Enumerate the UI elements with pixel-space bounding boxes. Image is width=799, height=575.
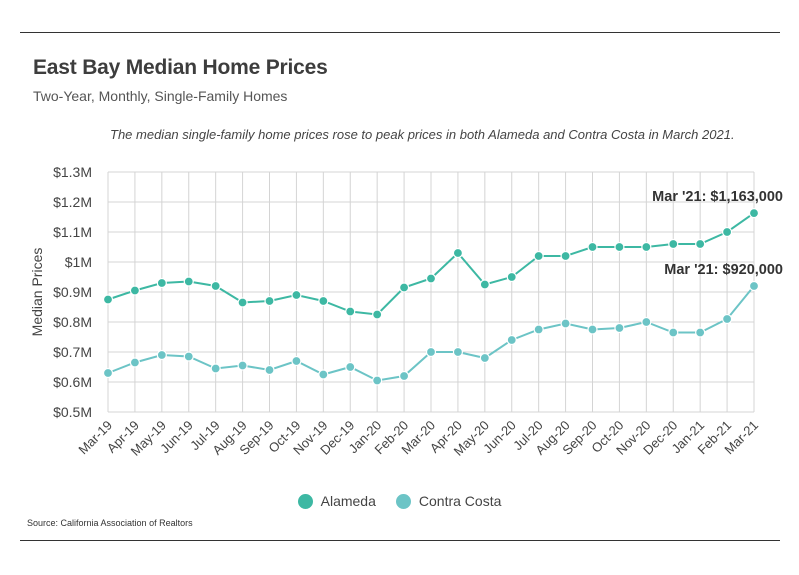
data-point-contra-costa[interactable]: [641, 316, 652, 328]
data-point-alameda[interactable]: [318, 295, 329, 307]
data-point-contra-costa[interactable]: [452, 346, 464, 358]
y-tick-label: $1M: [65, 254, 92, 270]
series-points: [102, 208, 760, 386]
y-axis-title: Median Prices: [29, 248, 45, 337]
legend-label-alameda: Alameda: [320, 493, 376, 509]
data-point-contra-costa[interactable]: [587, 324, 598, 335]
data-point-contra-costa[interactable]: [614, 322, 625, 334]
data-point-alameda[interactable]: [372, 309, 383, 320]
annotation-contra-costa: Mar '21: $920,000: [664, 262, 783, 278]
data-point-alameda[interactable]: [156, 277, 167, 289]
data-point-alameda[interactable]: [398, 282, 410, 293]
data-point-alameda[interactable]: [237, 297, 248, 308]
data-point-contra-costa[interactable]: [372, 375, 383, 386]
data-point-alameda[interactable]: [506, 271, 517, 283]
data-point-alameda[interactable]: [641, 241, 652, 253]
chart-note: The median single-family home prices ros…: [110, 127, 735, 142]
data-point-contra-costa[interactable]: [183, 351, 194, 362]
data-point-alameda[interactable]: [560, 250, 571, 262]
data-point-alameda[interactable]: [345, 306, 356, 317]
data-point-contra-costa[interactable]: [345, 361, 356, 373]
annotation-alameda: Mar '21: $1,163,000: [652, 189, 783, 205]
legend-item-contra-costa[interactable]: Contra Costa: [395, 493, 502, 509]
legend-swatch-contra-costa: [395, 493, 411, 509]
y-tick-label: $0.6M: [53, 374, 92, 390]
data-point-contra-costa[interactable]: [156, 349, 167, 361]
data-point-alameda[interactable]: [479, 279, 490, 290]
legend-label-contra-costa: Contra Costa: [418, 493, 502, 509]
data-point-contra-costa[interactable]: [102, 367, 114, 379]
chart-title: East Bay Median Home Prices: [33, 56, 328, 79]
y-tick-label: $1.2M: [53, 194, 92, 210]
data-point-alameda[interactable]: [129, 285, 141, 296]
data-point-alameda[interactable]: [695, 238, 706, 250]
chart-subtitle: Two-Year, Monthly, Single-Family Homes: [33, 88, 288, 104]
data-point-contra-costa[interactable]: [506, 334, 517, 346]
y-axis: $0.5M $0.6M $0.7M $0.8M $0.9M $1M $1.1M $1.2M $1…: [29, 164, 92, 420]
y-tick-label: $1.3M: [53, 164, 92, 180]
data-point-contra-costa[interactable]: [695, 327, 706, 338]
y-tick-label: $0.5M: [53, 404, 92, 420]
data-point-alameda[interactable]: [721, 226, 733, 238]
data-point-contra-costa[interactable]: [237, 360, 248, 371]
data-point-contra-costa[interactable]: [668, 327, 679, 338]
y-tick-label: $0.7M: [53, 344, 92, 360]
data-point-contra-costa[interactable]: [721, 313, 733, 325]
data-point-contra-costa[interactable]: [129, 357, 141, 368]
y-tick-label: $1.1M: [53, 224, 92, 240]
data-point-alameda[interactable]: [183, 276, 194, 287]
data-point-contra-costa[interactable]: [210, 363, 221, 374]
data-point-contra-costa[interactable]: [398, 370, 410, 382]
legend-swatch-alameda: [297, 493, 313, 509]
data-point-alameda[interactable]: [587, 241, 598, 253]
data-point-alameda[interactable]: [668, 238, 679, 250]
data-point-contra-costa[interactable]: [533, 324, 544, 335]
data-point-contra-costa[interactable]: [425, 346, 437, 358]
annotations: Mar '21: $1,163,000 Mar '21: $920,000: [652, 189, 783, 278]
data-point-alameda[interactable]: [425, 273, 437, 284]
data-point-contra-costa[interactable]: [291, 355, 302, 367]
legend-item-alameda[interactable]: Alameda: [297, 493, 376, 509]
data-point-contra-costa[interactable]: [318, 369, 329, 380]
y-tick-label: $0.9M: [53, 284, 92, 300]
data-point-contra-costa[interactable]: [560, 318, 571, 329]
y-tick-label: $0.8M: [53, 314, 92, 330]
data-point-contra-costa[interactable]: [479, 352, 490, 364]
bottom-rule: [20, 540, 780, 541]
data-point-alameda[interactable]: [452, 247, 464, 259]
data-point-alameda[interactable]: [291, 289, 302, 301]
data-point-alameda[interactable]: [614, 241, 625, 253]
data-point-alameda[interactable]: [102, 294, 114, 305]
data-point-alameda[interactable]: [210, 280, 221, 292]
grid-lines: [107, 171, 755, 413]
data-point-alameda[interactable]: [533, 250, 544, 262]
data-point-alameda[interactable]: [748, 208, 760, 219]
data-point-alameda[interactable]: [264, 295, 275, 307]
x-axis: Mar-19Apr-19May-19Jun-19Jul-19Aug-19Sep-…: [75, 418, 761, 459]
data-point-contra-costa[interactable]: [748, 280, 760, 292]
legend: Alameda Contra Costa: [0, 493, 799, 509]
source-note: Source: California Association of Realto…: [27, 518, 193, 528]
top-rule: [20, 32, 780, 33]
data-point-contra-costa[interactable]: [264, 364, 275, 376]
